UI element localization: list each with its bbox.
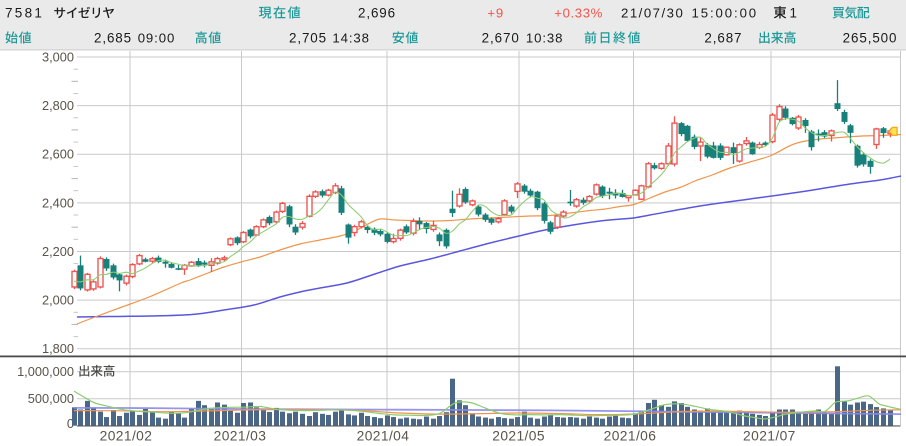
svg-text:09:00: 09:00 [138,30,176,45]
svg-text:2,705: 2,705 [289,30,327,45]
svg-text:7581: 7581 [5,5,44,20]
svg-text:+0.33%: +0.33% [554,5,603,20]
svg-text:2,687: 2,687 [704,30,742,45]
svg-text:2,800: 2,800 [42,98,74,113]
svg-text:2,696: 2,696 [358,5,396,20]
svg-text:2021/05: 2021/05 [492,429,545,444]
svg-text:2,600: 2,600 [42,147,74,162]
svg-text:2,685: 2,685 [94,30,132,45]
svg-text:14:38: 14:38 [332,30,370,45]
svg-text:2,400: 2,400 [42,195,74,210]
svg-text:10:38: 10:38 [526,30,564,45]
svg-text:2021/07: 2021/07 [743,429,796,444]
svg-text:21/07/30: 21/07/30 [621,5,684,20]
svg-text:2,000: 2,000 [42,293,74,308]
svg-text:2021/04: 2021/04 [357,429,410,444]
svg-text:1: 1 [790,5,797,20]
svg-text:2,200: 2,200 [42,244,74,259]
svg-text:15:00:00: 15:00:00 [692,5,759,20]
svg-text:2021/03: 2021/03 [214,429,267,444]
svg-text:2,670: 2,670 [482,30,520,45]
svg-text:3,000: 3,000 [42,50,74,65]
svg-text:500,000: 500,000 [28,391,74,406]
svg-text:1,800: 1,800 [42,341,74,356]
svg-text:265,500: 265,500 [843,30,898,45]
svg-text:0: 0 [67,416,74,431]
svg-text:2021/06: 2021/06 [604,429,657,444]
svg-text:+9: +9 [487,5,504,20]
svg-text:2021/02: 2021/02 [100,429,153,444]
svg-text:1,000,000: 1,000,000 [17,364,74,379]
